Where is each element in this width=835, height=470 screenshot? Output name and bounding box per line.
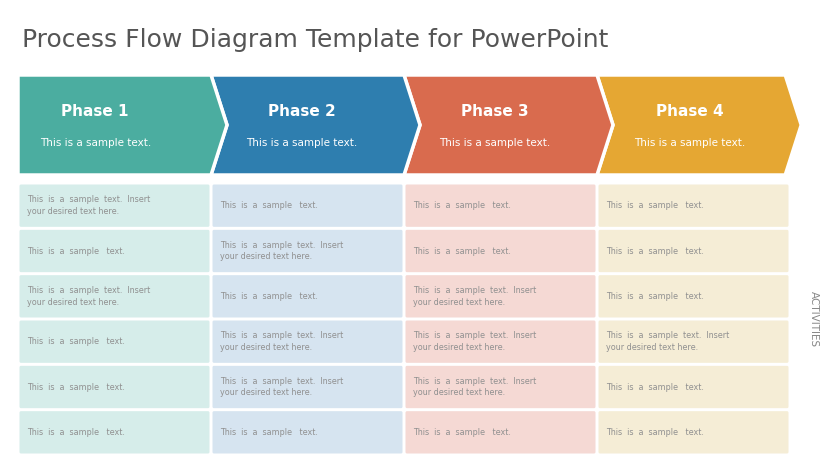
Text: This  is  a  sample   text.: This is a sample text.: [606, 428, 704, 437]
FancyBboxPatch shape: [406, 275, 595, 318]
FancyBboxPatch shape: [599, 321, 788, 363]
Text: This is a sample text.: This is a sample text.: [634, 138, 746, 148]
FancyBboxPatch shape: [406, 185, 595, 227]
Text: This  is  a  sample  text.  Insert
your desired text here.: This is a sample text. Insert your desir…: [606, 331, 729, 352]
Text: This  is  a  sample  text.  Insert
your desired text here.: This is a sample text. Insert your desir…: [27, 195, 150, 216]
Text: This is a sample text.: This is a sample text.: [246, 138, 357, 148]
FancyBboxPatch shape: [406, 230, 595, 272]
Text: This  is  a  sample  text.  Insert
your desired text here.: This is a sample text. Insert your desir…: [413, 376, 536, 398]
FancyBboxPatch shape: [19, 230, 210, 272]
Text: Phase 2: Phase 2: [268, 103, 336, 118]
Text: Phase 3: Phase 3: [461, 103, 529, 118]
FancyBboxPatch shape: [19, 366, 210, 408]
FancyBboxPatch shape: [599, 366, 788, 408]
FancyBboxPatch shape: [212, 230, 402, 272]
Text: This  is  a  sample   text.: This is a sample text.: [606, 201, 704, 210]
FancyBboxPatch shape: [212, 411, 402, 454]
Text: This  is  a  sample  text.  Insert
your desired text here.: This is a sample text. Insert your desir…: [413, 286, 536, 307]
Text: This  is  a  sample   text.: This is a sample text.: [27, 337, 125, 346]
Text: This  is  a  sample   text.: This is a sample text.: [220, 292, 318, 301]
Text: This  is  a  sample   text.: This is a sample text.: [413, 428, 511, 437]
Text: This is a sample text.: This is a sample text.: [39, 138, 151, 148]
Text: Phase 1: Phase 1: [62, 103, 129, 118]
Text: Phase 4: Phase 4: [655, 103, 723, 118]
Polygon shape: [597, 75, 802, 175]
FancyBboxPatch shape: [599, 230, 788, 272]
Polygon shape: [404, 75, 613, 175]
FancyBboxPatch shape: [406, 366, 595, 408]
Text: This  is  a  sample   text.: This is a sample text.: [413, 246, 511, 256]
Text: This  is  a  sample  text.  Insert
your desired text here.: This is a sample text. Insert your desir…: [220, 241, 343, 261]
Text: This  is  a  sample  text.  Insert
your desired text here.: This is a sample text. Insert your desir…: [413, 331, 536, 352]
FancyBboxPatch shape: [19, 275, 210, 318]
Polygon shape: [18, 75, 227, 175]
Text: This  is  a  sample   text.: This is a sample text.: [220, 201, 318, 210]
Text: This  is  a  sample   text.: This is a sample text.: [413, 201, 511, 210]
FancyBboxPatch shape: [19, 321, 210, 363]
FancyBboxPatch shape: [212, 366, 402, 408]
Text: This  is  a  sample  text.  Insert
your desired text here.: This is a sample text. Insert your desir…: [27, 286, 150, 307]
Text: This  is  a  sample   text.: This is a sample text.: [606, 292, 704, 301]
FancyBboxPatch shape: [212, 185, 402, 227]
Text: This  is  a  sample  text.  Insert
your desired text here.: This is a sample text. Insert your desir…: [220, 376, 343, 398]
Text: ACTIVITIES: ACTIVITIES: [809, 291, 819, 347]
FancyBboxPatch shape: [599, 185, 788, 227]
Text: This  is  a  sample   text.: This is a sample text.: [27, 383, 125, 392]
Polygon shape: [211, 75, 420, 175]
FancyBboxPatch shape: [19, 185, 210, 227]
Text: This  is  a  sample   text.: This is a sample text.: [606, 246, 704, 256]
Text: This  is  a  sample   text.: This is a sample text.: [606, 383, 704, 392]
Text: This is a sample text.: This is a sample text.: [439, 138, 550, 148]
FancyBboxPatch shape: [599, 275, 788, 318]
Text: This  is  a  sample   text.: This is a sample text.: [27, 246, 125, 256]
FancyBboxPatch shape: [212, 275, 402, 318]
FancyBboxPatch shape: [19, 411, 210, 454]
Text: This  is  a  sample   text.: This is a sample text.: [27, 428, 125, 437]
Text: Process Flow Diagram Template for PowerPoint: Process Flow Diagram Template for PowerP…: [22, 28, 609, 52]
Text: This  is  a  sample   text.: This is a sample text.: [220, 428, 318, 437]
Text: This  is  a  sample  text.  Insert
your desired text here.: This is a sample text. Insert your desir…: [220, 331, 343, 352]
FancyBboxPatch shape: [406, 411, 595, 454]
FancyBboxPatch shape: [599, 411, 788, 454]
FancyBboxPatch shape: [406, 321, 595, 363]
FancyBboxPatch shape: [212, 321, 402, 363]
